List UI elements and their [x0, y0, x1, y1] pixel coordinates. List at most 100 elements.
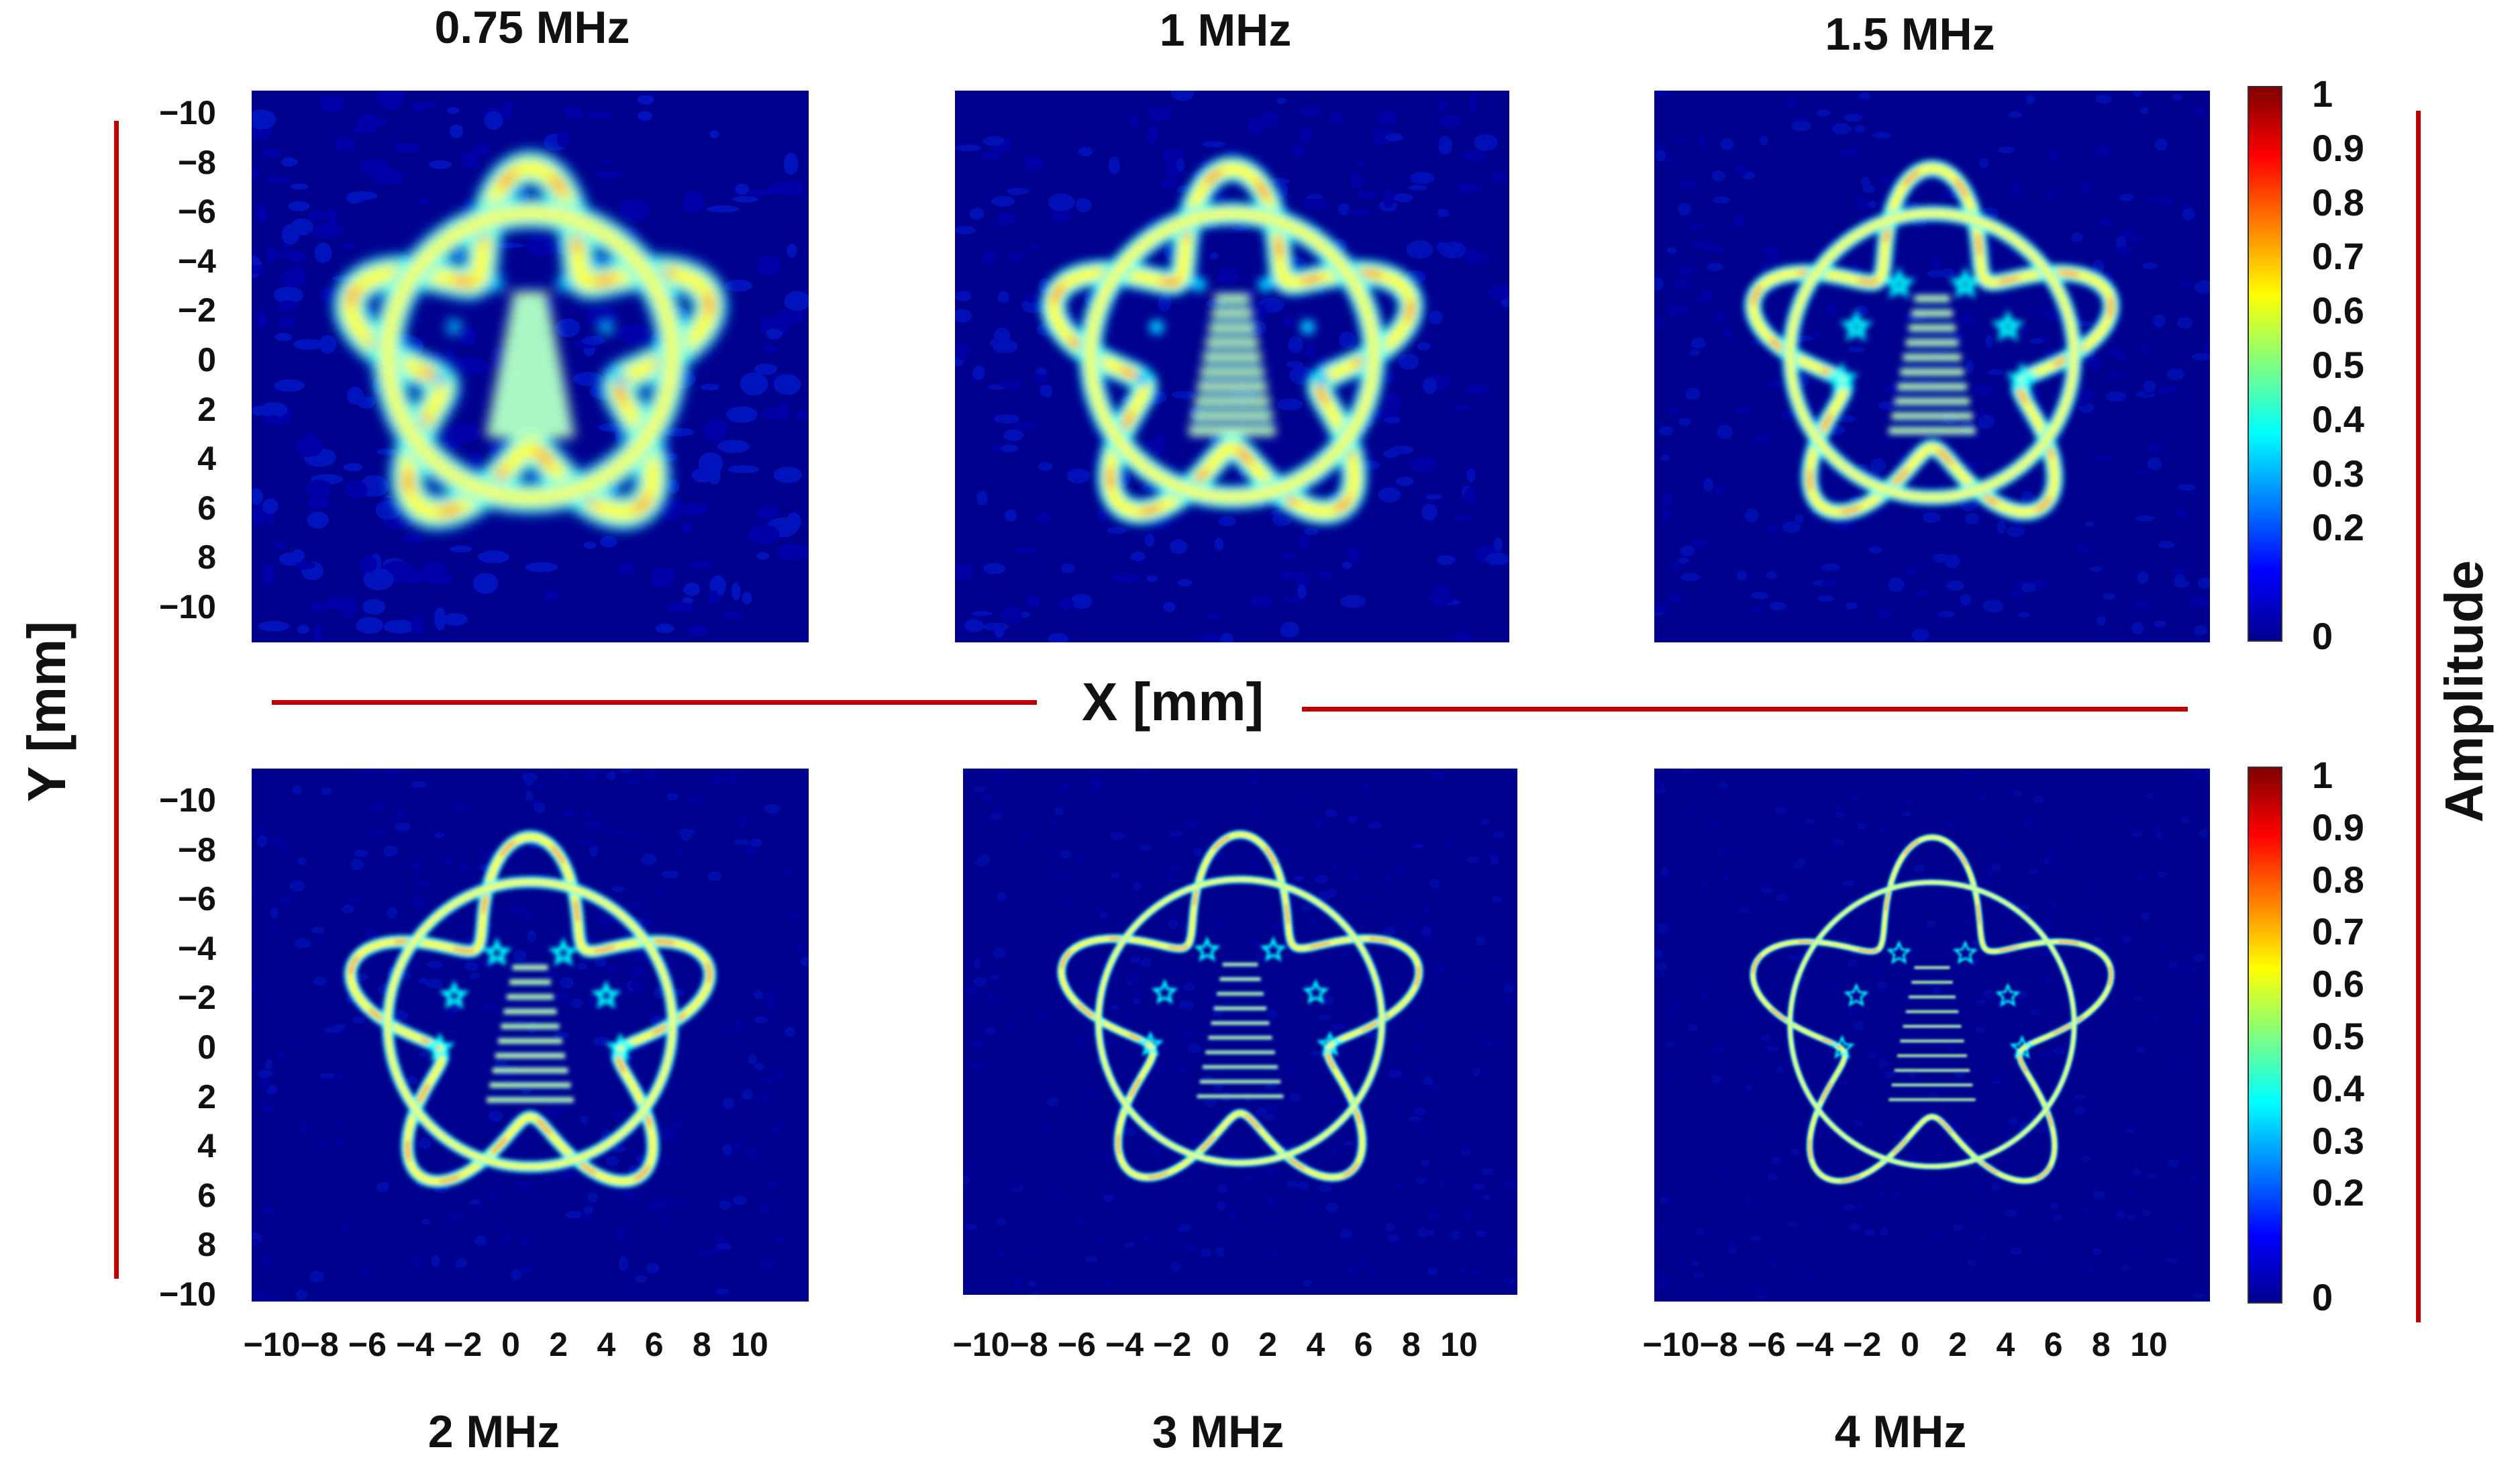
x-tick: 10	[1440, 1326, 1478, 1363]
heatmap-image	[955, 91, 1509, 642]
colorbar-tick: 1	[2312, 72, 2333, 115]
colorbar-tick: 0	[2312, 615, 2333, 657]
x-tick: −2	[444, 1326, 483, 1363]
heatmap-panel-5	[1654, 769, 2210, 1302]
colorbar-tick: 0.3	[2312, 452, 2364, 495]
y-tick: −2	[177, 291, 216, 330]
x-tick: 6	[1354, 1326, 1373, 1363]
x-tick: 4	[1996, 1326, 2015, 1363]
x-tick: −10	[952, 1326, 1010, 1363]
heatmap-image	[252, 91, 809, 642]
x-tick: −10	[1642, 1326, 1700, 1363]
colorbar-label: Amplitude	[2434, 560, 2494, 823]
colorbar-tick: 0.4	[2312, 1067, 2364, 1110]
colorbar-tick: 0.9	[2312, 126, 2364, 169]
emblem-signal	[334, 150, 727, 530]
emblem-signal	[1744, 160, 2120, 521]
colorbar-tick: 0.6	[2312, 289, 2364, 332]
y-tick: −4	[177, 242, 216, 280]
x-axis-label: X [mm]	[1082, 672, 1264, 732]
x-tick: 10	[2130, 1326, 2168, 1363]
colorbar-tick: 0.7	[2312, 235, 2364, 278]
x-tick: −8	[1699, 1326, 1738, 1363]
y-axis-line	[114, 121, 119, 1279]
heatmap-background	[1654, 769, 2210, 1302]
x-tick: 2	[1948, 1326, 1968, 1363]
colorbar-tick: 0.2	[2312, 506, 2364, 549]
y-tick: 0	[197, 341, 216, 379]
y-tick: −6	[177, 880, 216, 918]
heatmap-panel-1	[955, 91, 1509, 642]
heatmap-noise	[1654, 91, 2210, 642]
heatmap-background	[252, 769, 809, 1302]
x-tick: 4	[597, 1326, 616, 1363]
colorbar-bottom	[2248, 767, 2282, 1304]
heatmap-background	[963, 769, 1517, 1295]
y-tick: 4	[197, 440, 216, 478]
x-tick: −4	[1105, 1326, 1144, 1363]
x-tick: 6	[2044, 1326, 2063, 1363]
x-tick: 8	[2091, 1326, 2111, 1363]
heatmap-background	[955, 91, 1509, 642]
y-tick: 8	[197, 1226, 216, 1264]
panel-title-4: 3 MHz	[1152, 1406, 1284, 1457]
x-tick: −2	[1153, 1326, 1192, 1363]
y-tick: 4	[197, 1127, 216, 1165]
y-tick: 2	[197, 390, 216, 428]
heatmap-noise	[252, 91, 809, 642]
x-tick: 4	[1306, 1326, 1325, 1363]
x-tick: −6	[1747, 1326, 1786, 1363]
y-tick: −10	[159, 781, 216, 819]
colorbar-tick: 0	[2312, 1276, 2333, 1318]
heatmap-panel-3	[252, 769, 809, 1302]
x-tick: 0	[1211, 1326, 1229, 1363]
x-axis-line-left	[272, 700, 1037, 705]
y-tick: 6	[197, 489, 216, 527]
x-tick: 10	[731, 1326, 768, 1363]
heatmap-image	[963, 769, 1517, 1295]
colorbar-tick: 0.8	[2312, 181, 2364, 224]
heatmap-image	[252, 769, 809, 1302]
panel-title-5: 4 MHz	[1834, 1406, 1967, 1457]
colorbar-tick: 0.5	[2312, 344, 2364, 386]
x-tick: 2	[549, 1326, 568, 1363]
x-tick: −6	[1057, 1326, 1096, 1363]
y-tick: −10	[159, 588, 216, 626]
y-tick: −10	[159, 94, 216, 132]
x-tick: 6	[644, 1326, 664, 1363]
x-tick: 0	[1901, 1326, 1919, 1363]
colorbar-axis-line	[2416, 111, 2421, 1322]
x-tick: −8	[1009, 1326, 1048, 1363]
y-axis-label: Y [mm]	[17, 621, 77, 802]
x-tick: −4	[1795, 1326, 1834, 1363]
heatmap-image	[1654, 91, 2210, 642]
panel-title-1: 1 MHz	[1159, 5, 1292, 56]
x-tick: −8	[300, 1326, 339, 1363]
heatmap-panel-4	[963, 769, 1517, 1295]
x-tick: 8	[692, 1326, 711, 1363]
y-tick: −2	[177, 979, 216, 1017]
heatmap-background	[1654, 91, 2210, 642]
colorbar-tick: 0.4	[2312, 397, 2364, 440]
y-tick: −8	[177, 830, 216, 869]
heatmap-panel-0	[252, 91, 809, 642]
y-tick: −8	[177, 143, 216, 181]
emblem-signal	[1040, 156, 1424, 525]
panel-title-0: 0.75 MHz	[434, 2, 630, 53]
panel-title-2: 1.5 MHz	[1825, 9, 1995, 60]
heatmap-noise	[1654, 769, 2210, 1300]
heatmap-panel-2	[1654, 91, 2210, 642]
colorbar-tick: 0.7	[2312, 910, 2364, 953]
y-tick: 2	[197, 1077, 216, 1116]
x-axis-line-right	[1302, 707, 2188, 712]
y-tick: 0	[197, 1028, 216, 1066]
x-tick: 2	[1258, 1326, 1278, 1363]
y-tick: −4	[177, 929, 216, 967]
colorbar-tick: 0.5	[2312, 1015, 2364, 1057]
heatmap-noise	[252, 769, 809, 1302]
emblem-signal	[1750, 834, 2115, 1185]
colorbar-tick: 1	[2312, 754, 2333, 796]
x-tick: −2	[1843, 1326, 1882, 1363]
colorbar-tick: 0.8	[2312, 858, 2364, 901]
